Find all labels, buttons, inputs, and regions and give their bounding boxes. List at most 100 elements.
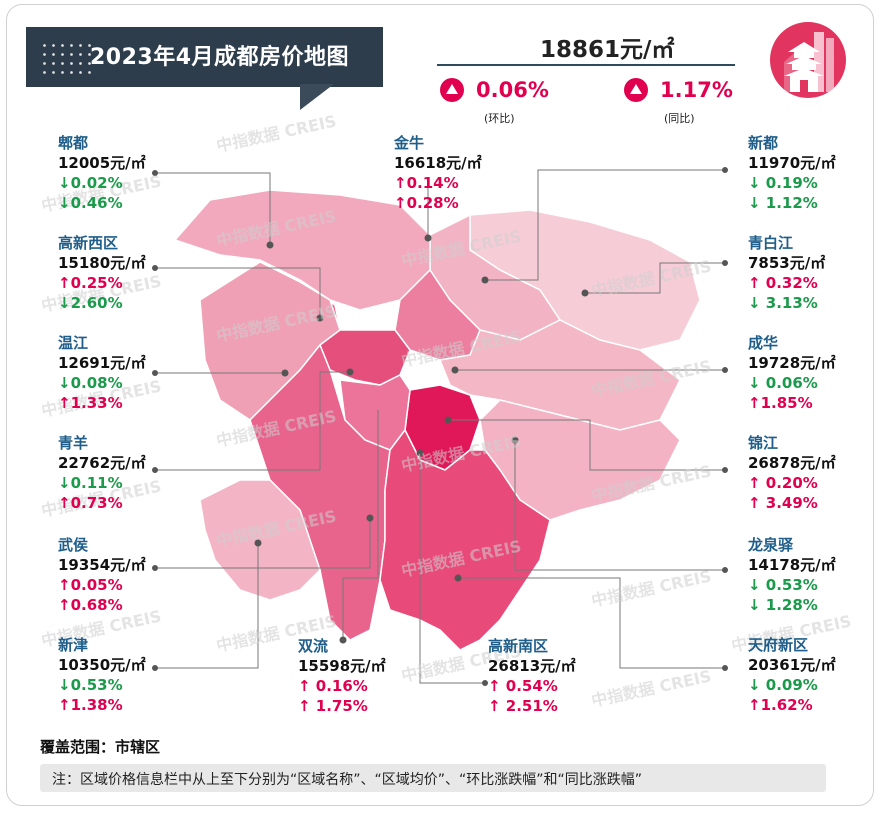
district-label-tianfu: 天府新区 20361元/㎡ ↓ 0.09% ↑1.62% xyxy=(748,635,836,715)
marker-wenjiang-end xyxy=(152,370,158,376)
district-label-jinjiang: 锦江 26878元/㎡ ↑ 0.20% ↑ 3.49% xyxy=(748,433,836,513)
district-mom: ↑ 0.16% xyxy=(298,677,368,695)
district-label-wuhou: 武侯 19354元/㎡ ↑0.05% ↑0.68% xyxy=(58,535,146,615)
district-yoy: ↑ 2.51% xyxy=(488,697,558,715)
district-mom: ↑0.14% xyxy=(394,174,459,192)
district-price: 16618元/㎡ xyxy=(394,154,482,172)
district-name: 成华 xyxy=(748,334,779,352)
district-label-qingbaijiang: 青白江 7853元/㎡ ↑ 0.32% ↓ 3.13% xyxy=(748,233,825,313)
district-yoy: ↓0.46% xyxy=(58,194,123,212)
district-name: 金牛 xyxy=(394,134,425,152)
district-price: 20361元/㎡ xyxy=(748,656,836,674)
marker-chenghua xyxy=(451,366,459,374)
district-price: 19728元/㎡ xyxy=(748,354,836,372)
marker-gaoxin-west-end xyxy=(152,265,158,271)
leader-gaoxin-west xyxy=(155,267,321,318)
marker-chenghua-end xyxy=(722,367,728,373)
district-mom: ↓0.53% xyxy=(58,676,123,694)
overall-yoy-value: 1.17% xyxy=(660,78,733,102)
district-mom: ↓ 0.09% xyxy=(748,676,818,694)
district-label-gaoxin-south: 高新南区 26813元/㎡ ↑ 0.54% ↑ 2.51% xyxy=(488,636,576,716)
district-label-qingyang: 青羊 22762元/㎡ ↓0.11% ↑0.73% xyxy=(58,433,146,513)
district-name: 高新南区 xyxy=(488,637,549,655)
district-mom: ↓ 0.53% xyxy=(748,576,818,594)
district-mom: ↓ 0.19% xyxy=(748,174,818,192)
leader-wuhou xyxy=(155,518,371,569)
marker-wuhou xyxy=(366,514,374,522)
leader-qingbaijiang xyxy=(585,262,725,294)
marker-tianfu xyxy=(454,574,462,582)
district-label-shuangliu: 双流 15598元/㎡ ↑ 0.16% ↑ 1.75% xyxy=(298,636,386,716)
district-price: 26813元/㎡ xyxy=(488,657,576,675)
district-name: 锦江 xyxy=(748,434,779,452)
district-name: 新都 xyxy=(748,134,779,152)
district-name: 郫都 xyxy=(58,134,89,152)
leader-longquanyi xyxy=(514,440,725,571)
district-price: 7853元/㎡ xyxy=(748,254,826,272)
marker-jinniu xyxy=(424,234,432,242)
district-yoy: ↓2.60% xyxy=(58,294,123,312)
marker-pidu-end xyxy=(152,170,158,176)
marker-longquanyi-end xyxy=(722,567,728,573)
district-mom: ↓0.11% xyxy=(58,474,123,492)
district-label-longquanyi: 龙泉驿 14178元/㎡ ↓ 0.53% ↓ 1.28% xyxy=(748,535,836,615)
region-qingyang xyxy=(319,329,411,386)
district-mom: ↑0.25% xyxy=(58,274,123,292)
note-box: 注：区域价格信息栏中从上至下分别为“区域名称”、“区域均价”、“环比涨跌幅”和“… xyxy=(40,764,826,792)
district-price: 10350元/㎡ xyxy=(58,656,146,674)
marker-xinjin xyxy=(254,539,262,547)
marker-tianfu-end xyxy=(722,665,728,671)
district-yoy: ↓ 1.12% xyxy=(748,194,818,212)
marker-qingbaijiang-end xyxy=(722,260,728,266)
leader-pidu xyxy=(155,172,271,245)
district-yoy: ↓ 3.13% xyxy=(748,294,818,312)
marker-xinjin-end xyxy=(152,665,158,671)
leader-qingyang xyxy=(155,371,350,471)
district-mom: ↑0.05% xyxy=(58,576,123,594)
district-mom: ↓0.08% xyxy=(58,374,123,392)
leader-xindu xyxy=(485,169,725,281)
marker-gaoxin-south xyxy=(416,449,424,457)
overall-yoy-caption: (同比) xyxy=(664,112,695,125)
page-title: 2023年4月成都房价地图 xyxy=(90,45,350,70)
district-yoy: ↑0.68% xyxy=(58,596,123,614)
district-price: 12691元/㎡ xyxy=(58,354,146,372)
district-label-gaoxin-west: 高新西区 15180元/㎡ ↑0.25% ↓2.60% xyxy=(58,233,146,313)
up-triangle-icon xyxy=(440,78,464,102)
district-label-wenjiang: 温江 12691元/㎡ ↓0.08% ↑1.33% xyxy=(58,333,146,413)
district-mom: ↑ 0.54% xyxy=(488,677,558,695)
district-name: 新津 xyxy=(58,636,89,654)
leader-gaoxin-south xyxy=(419,453,485,684)
marker-gaoxin-west xyxy=(316,314,324,322)
pagoda-logo-icon xyxy=(770,22,846,98)
district-label-jinniu: 金牛 16618元/㎡ ↑0.14% ↑0.28% xyxy=(394,133,482,213)
district-name: 高新西区 xyxy=(58,234,119,252)
marker-pidu xyxy=(266,241,274,249)
district-mom: ↑ 0.32% xyxy=(748,274,818,292)
district-label-xinjin: 新津 10350元/㎡ ↓0.53% ↑1.38% xyxy=(58,635,146,715)
district-yoy: ↑1.85% xyxy=(748,394,813,412)
marker-wenjiang xyxy=(281,369,289,377)
district-price: 12005元/㎡ xyxy=(58,154,146,172)
district-yoy: ↑0.73% xyxy=(58,494,123,512)
overall-mom-value: 0.06% xyxy=(476,78,549,102)
district-label-pidu: 郫都 12005元/㎡ ↓0.02% ↓0.46% xyxy=(58,133,146,213)
region-chenghua xyxy=(438,319,681,431)
marker-qingbaijiang xyxy=(581,289,589,297)
district-yoy: ↓ 1.28% xyxy=(748,596,818,614)
district-mom: ↓ 0.06% xyxy=(748,374,818,392)
marker-xindu-end xyxy=(722,167,728,173)
district-name: 龙泉驿 xyxy=(748,536,794,554)
leader-jinjiang xyxy=(448,419,725,471)
district-price: 14178元/㎡ xyxy=(748,556,836,574)
marker-qingyang-end xyxy=(152,467,158,473)
note-text: 注：区域价格信息栏中从上至下分别为“区域名称”、“区域均价”、“环比涨跌幅”和“… xyxy=(52,772,643,788)
marker-xindu xyxy=(481,276,489,284)
banner-tab xyxy=(300,84,334,110)
district-name: 青白江 xyxy=(748,234,794,252)
marker-shuangliu xyxy=(339,636,347,644)
district-name: 武侯 xyxy=(58,536,89,554)
district-price: 15180元/㎡ xyxy=(58,254,146,272)
district-yoy: ↑ 3.49% xyxy=(748,494,818,512)
region-xinjin xyxy=(199,479,321,601)
